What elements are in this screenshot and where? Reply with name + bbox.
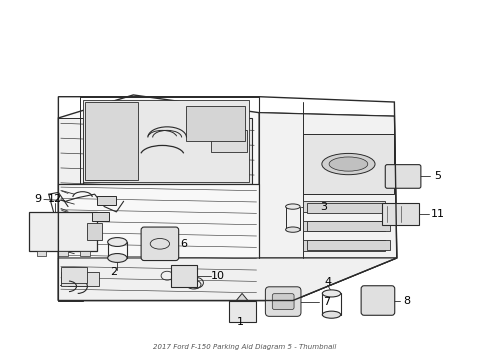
Text: 8: 8 <box>402 296 409 306</box>
Text: 11: 11 <box>430 209 444 219</box>
Polygon shape <box>58 184 259 258</box>
Ellipse shape <box>328 157 367 171</box>
FancyBboxPatch shape <box>360 286 394 315</box>
Polygon shape <box>186 105 244 141</box>
Polygon shape <box>302 221 384 231</box>
Polygon shape <box>302 240 384 251</box>
Polygon shape <box>302 134 393 194</box>
Polygon shape <box>92 212 109 221</box>
Polygon shape <box>58 95 396 301</box>
FancyBboxPatch shape <box>171 265 197 287</box>
Text: 2: 2 <box>110 267 117 277</box>
Polygon shape <box>259 113 396 258</box>
Polygon shape <box>29 212 97 251</box>
Polygon shape <box>302 201 384 212</box>
Ellipse shape <box>285 204 300 209</box>
Polygon shape <box>37 251 46 256</box>
Text: 4: 4 <box>324 277 330 287</box>
Text: 5: 5 <box>433 171 441 181</box>
Polygon shape <box>85 102 138 180</box>
Polygon shape <box>58 118 82 301</box>
Polygon shape <box>307 203 389 213</box>
Ellipse shape <box>322 311 340 318</box>
Text: 1: 1 <box>237 317 244 327</box>
Polygon shape <box>61 267 87 283</box>
Polygon shape <box>307 221 389 231</box>
FancyBboxPatch shape <box>141 227 178 261</box>
Polygon shape <box>58 258 396 301</box>
Ellipse shape <box>322 290 340 297</box>
Text: 9: 9 <box>34 194 41 204</box>
Text: 12: 12 <box>48 194 62 204</box>
FancyBboxPatch shape <box>381 203 419 225</box>
Text: 3: 3 <box>319 202 326 212</box>
Polygon shape <box>87 222 102 240</box>
Polygon shape <box>82 100 249 182</box>
Polygon shape <box>228 301 255 322</box>
Polygon shape <box>210 130 246 152</box>
FancyBboxPatch shape <box>272 294 293 310</box>
Polygon shape <box>236 293 247 301</box>
Polygon shape <box>82 118 251 184</box>
Polygon shape <box>87 123 128 180</box>
Polygon shape <box>307 240 389 250</box>
Ellipse shape <box>107 238 127 247</box>
Ellipse shape <box>107 253 127 262</box>
FancyBboxPatch shape <box>385 165 420 188</box>
FancyBboxPatch shape <box>265 287 300 316</box>
Text: 10: 10 <box>210 271 224 281</box>
Polygon shape <box>58 251 68 256</box>
Polygon shape <box>61 272 99 286</box>
Polygon shape <box>80 251 90 256</box>
Text: 6: 6 <box>180 239 187 249</box>
Text: 2017 Ford F-150 Parking Aid Diagram 5 - Thumbnail: 2017 Ford F-150 Parking Aid Diagram 5 - … <box>153 343 336 350</box>
Text: 7: 7 <box>323 297 329 307</box>
Polygon shape <box>97 196 116 205</box>
Ellipse shape <box>321 153 374 175</box>
Ellipse shape <box>285 227 300 232</box>
